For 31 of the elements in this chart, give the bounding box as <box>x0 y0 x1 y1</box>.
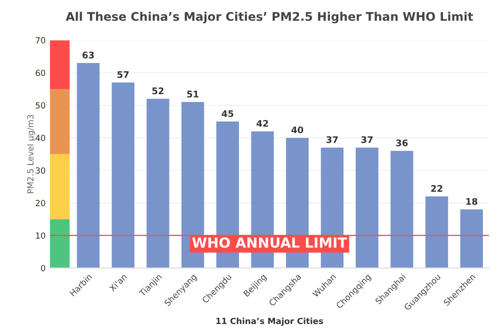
data-label: 42 <box>256 120 268 127</box>
bar <box>390 150 414 268</box>
data-label: 18 <box>466 198 478 205</box>
y-tick-label: 50 <box>36 102 46 109</box>
data-label: 36 <box>396 139 408 146</box>
y-tick-label: 60 <box>36 70 46 76</box>
data-label: 37 <box>326 136 338 144</box>
data-label: 51 <box>187 90 198 98</box>
chart-title: All These China’s Major Cities’ PM2.5 Higher Than WHO Limit <box>66 12 473 24</box>
bar <box>76 62 100 268</box>
bar <box>460 209 483 268</box>
y-tick-label: 10 <box>36 232 46 239</box>
data-label: 40 <box>291 126 304 134</box>
x-axis-title: 11 China’s Major Cities <box>216 318 324 326</box>
y-axis-title: PM2.5 Level μg/m3 <box>27 114 36 194</box>
bar <box>356 148 378 268</box>
data-label: 22 <box>431 185 442 192</box>
y-tick-label: 30 <box>36 167 46 174</box>
bar <box>146 98 170 268</box>
data-label: 63 <box>82 52 94 58</box>
data-label: 37 <box>361 136 373 144</box>
y-tick-label: 20 <box>36 200 46 206</box>
data-label: 57 <box>118 71 129 78</box>
bar <box>425 196 448 268</box>
y-tick-label: 40 <box>36 134 46 142</box>
y-tick-label: 0 <box>40 264 46 272</box>
y-tick-label: 70 <box>36 37 46 44</box>
bar <box>112 82 134 268</box>
data-label: 45 <box>222 110 234 118</box>
data-label: 52 <box>152 87 164 94</box>
ref-line-label: WHO ANNUAL LIMIT <box>192 237 348 248</box>
